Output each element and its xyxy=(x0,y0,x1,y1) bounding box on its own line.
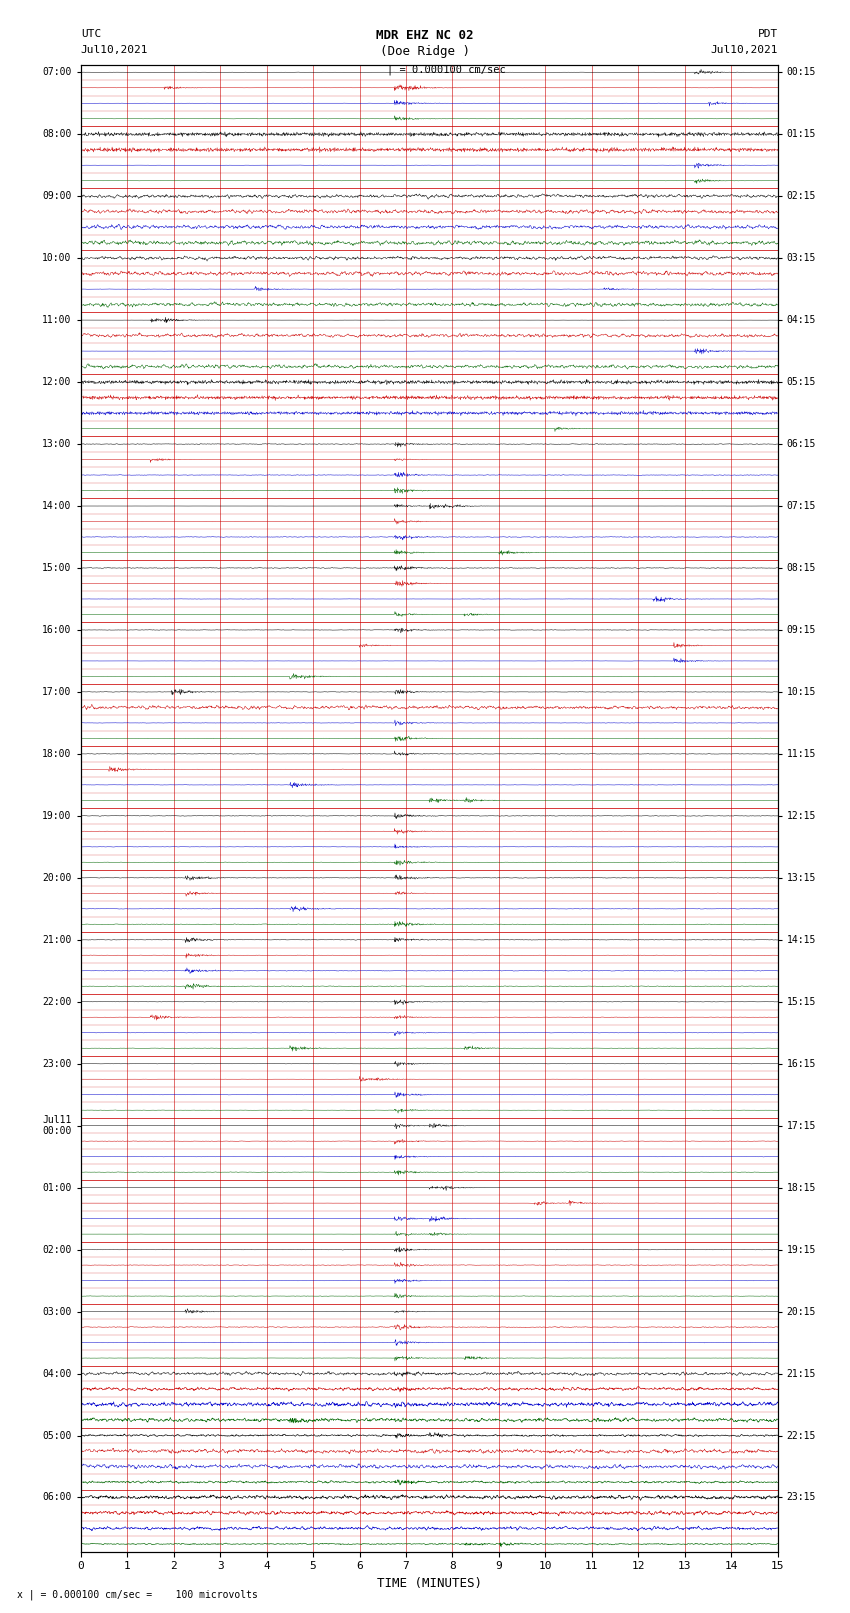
Text: PDT: PDT xyxy=(757,29,778,39)
Text: (Doe Ridge ): (Doe Ridge ) xyxy=(380,45,470,58)
Text: x | = 0.000100 cm/sec =    100 microvolts: x | = 0.000100 cm/sec = 100 microvolts xyxy=(17,1589,258,1600)
Text: UTC: UTC xyxy=(81,29,101,39)
Text: | = 0.000100 cm/sec: | = 0.000100 cm/sec xyxy=(387,65,506,76)
Text: MDR EHZ NC 02: MDR EHZ NC 02 xyxy=(377,29,473,42)
X-axis label: TIME (MINUTES): TIME (MINUTES) xyxy=(377,1578,482,1590)
Text: Jul10,2021: Jul10,2021 xyxy=(711,45,778,55)
Text: Jul10,2021: Jul10,2021 xyxy=(81,45,148,55)
